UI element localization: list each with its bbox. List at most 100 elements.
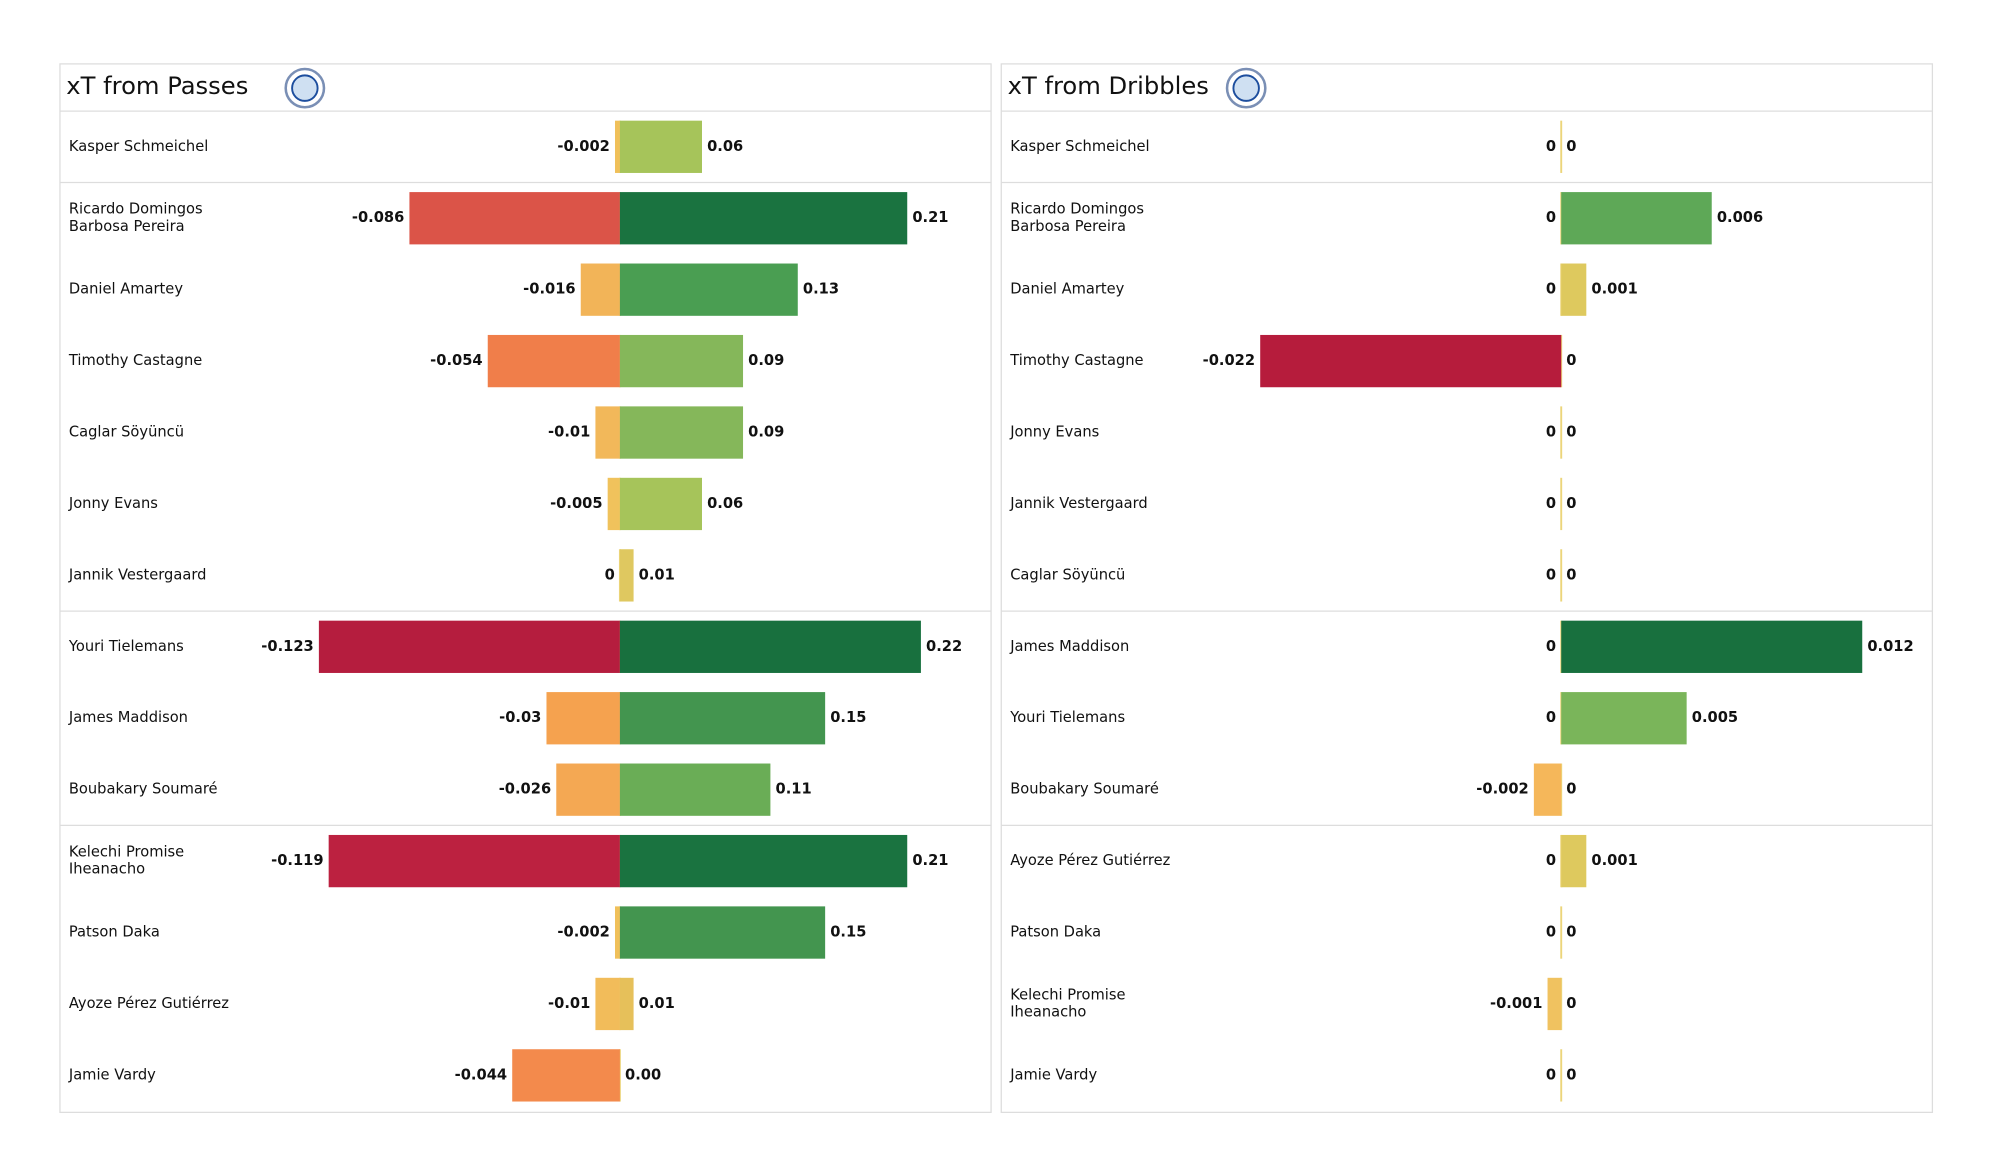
value-label: 0.01 bbox=[639, 995, 675, 1012]
player-name: Boubakary Soumaré bbox=[69, 781, 218, 798]
bar bbox=[1561, 834, 1587, 888]
value-label: 0.21 bbox=[912, 209, 948, 226]
player-name: James Maddison bbox=[68, 709, 188, 726]
value-label: -0.01 bbox=[548, 424, 590, 441]
value-label: 0 bbox=[1546, 495, 1556, 512]
bar bbox=[619, 406, 744, 459]
value-label: 0.012 bbox=[1867, 638, 1913, 655]
value-label: -0.01 bbox=[548, 995, 590, 1012]
club-badge bbox=[1225, 67, 1267, 109]
player-name: Daniel Amartey bbox=[69, 281, 183, 298]
badge-core bbox=[1232, 74, 1260, 102]
bar bbox=[1533, 763, 1562, 816]
bar bbox=[619, 763, 771, 816]
bar bbox=[619, 834, 908, 888]
value-label: -0.086 bbox=[352, 209, 404, 226]
name-line: Ricardo Domingos bbox=[1010, 201, 1144, 218]
value-label: -0.002 bbox=[1476, 781, 1528, 798]
value-label: 0.01 bbox=[639, 566, 675, 583]
player-name: Jannik Vestergaard bbox=[68, 566, 207, 583]
value-label: 0.11 bbox=[776, 781, 812, 798]
bar bbox=[487, 334, 620, 388]
value-label: 0 bbox=[1566, 566, 1576, 583]
value-label: -0.016 bbox=[523, 281, 575, 298]
value-label: 0.001 bbox=[1591, 852, 1637, 869]
bar bbox=[619, 977, 634, 1031]
value-label: 0 bbox=[1566, 352, 1576, 369]
player-name: Daniel Amartey bbox=[1010, 281, 1124, 298]
value-label: -0.119 bbox=[271, 852, 323, 869]
value-label: -0.026 bbox=[499, 781, 551, 798]
bar bbox=[619, 263, 798, 316]
player-name: Ricardo Domingos Barbosa Pereira bbox=[1010, 201, 1144, 235]
value-label: 0 bbox=[1566, 424, 1576, 441]
player-name: Caglar Söyüncü bbox=[69, 424, 184, 441]
player-name: Jannik Vestergaard bbox=[1009, 495, 1148, 512]
value-label: 0.09 bbox=[748, 424, 784, 441]
player-name: Ayoze Pérez Gutiérrez bbox=[1010, 852, 1170, 869]
bar bbox=[1547, 977, 1562, 1031]
value-label: 0.15 bbox=[830, 709, 866, 726]
value-label: 0.00 bbox=[625, 1066, 661, 1083]
value-label: 0 bbox=[1546, 638, 1556, 655]
bar bbox=[619, 120, 702, 173]
club-badge bbox=[284, 67, 326, 109]
value-label: 0 bbox=[1546, 424, 1556, 441]
player-name: Timothy Castagne bbox=[1009, 352, 1143, 369]
bar bbox=[619, 334, 744, 388]
bar bbox=[595, 977, 620, 1031]
bar bbox=[318, 620, 620, 673]
value-label: 0 bbox=[605, 566, 615, 583]
bar bbox=[619, 906, 826, 959]
bar bbox=[512, 1049, 620, 1102]
value-label: 0 bbox=[1566, 138, 1576, 155]
value-label: 0 bbox=[1566, 995, 1576, 1012]
player-name: Kasper Schmeichel bbox=[1010, 138, 1149, 155]
value-label: 0 bbox=[1546, 709, 1556, 726]
bar bbox=[619, 692, 826, 745]
bar bbox=[607, 477, 620, 531]
player-name: Kelechi Promise Iheanacho bbox=[1010, 986, 1125, 1020]
bar bbox=[615, 120, 620, 173]
bar bbox=[619, 477, 702, 531]
player-name: Boubakary Soumaré bbox=[1010, 781, 1159, 798]
value-label: -0.123 bbox=[261, 638, 313, 655]
value-label: 0 bbox=[1546, 1066, 1556, 1083]
value-label: -0.054 bbox=[430, 352, 482, 369]
player-name: Jamie Vardy bbox=[1009, 1066, 1097, 1083]
value-label: 0 bbox=[1546, 566, 1556, 583]
bar bbox=[409, 192, 620, 245]
bar bbox=[619, 549, 634, 602]
player-name: Timothy Castagne bbox=[68, 352, 202, 369]
player-name: Patson Daka bbox=[69, 924, 160, 941]
value-label: 0 bbox=[1566, 1066, 1576, 1083]
value-label: 0.22 bbox=[926, 638, 962, 655]
badge-core bbox=[291, 74, 319, 102]
value-label: -0.002 bbox=[557, 138, 609, 155]
value-label: 0 bbox=[1546, 924, 1556, 941]
value-label: -0.044 bbox=[455, 1066, 507, 1083]
player-name: Youri Tielemans bbox=[1009, 709, 1125, 726]
value-label: 0 bbox=[1546, 852, 1556, 869]
player-name: Jamie Vardy bbox=[68, 1066, 156, 1083]
player-name: Caglar Söyüncü bbox=[1010, 566, 1125, 583]
player-name: Ayoze Pérez Gutiérrez bbox=[69, 995, 229, 1012]
value-label: -0.005 bbox=[550, 495, 602, 512]
value-label: 0.06 bbox=[707, 495, 743, 512]
player-name: Kelechi Promise Iheanacho bbox=[69, 843, 184, 877]
value-label: 0 bbox=[1566, 495, 1576, 512]
panel-title: xT from Dribbles bbox=[1008, 72, 1209, 100]
value-label: 0.005 bbox=[1692, 709, 1738, 726]
bar bbox=[595, 406, 620, 459]
value-label: 0 bbox=[1546, 281, 1556, 298]
panel-title: xT from Passes bbox=[66, 72, 248, 100]
value-label: 0.09 bbox=[748, 352, 784, 369]
bar bbox=[1561, 620, 1863, 673]
name-line: Barbosa Pereira bbox=[69, 218, 185, 235]
value-label: 0 bbox=[1546, 209, 1556, 226]
value-label: 0.001 bbox=[1591, 281, 1637, 298]
value-label: -0.03 bbox=[499, 709, 541, 726]
value-label: 0.15 bbox=[830, 924, 866, 941]
